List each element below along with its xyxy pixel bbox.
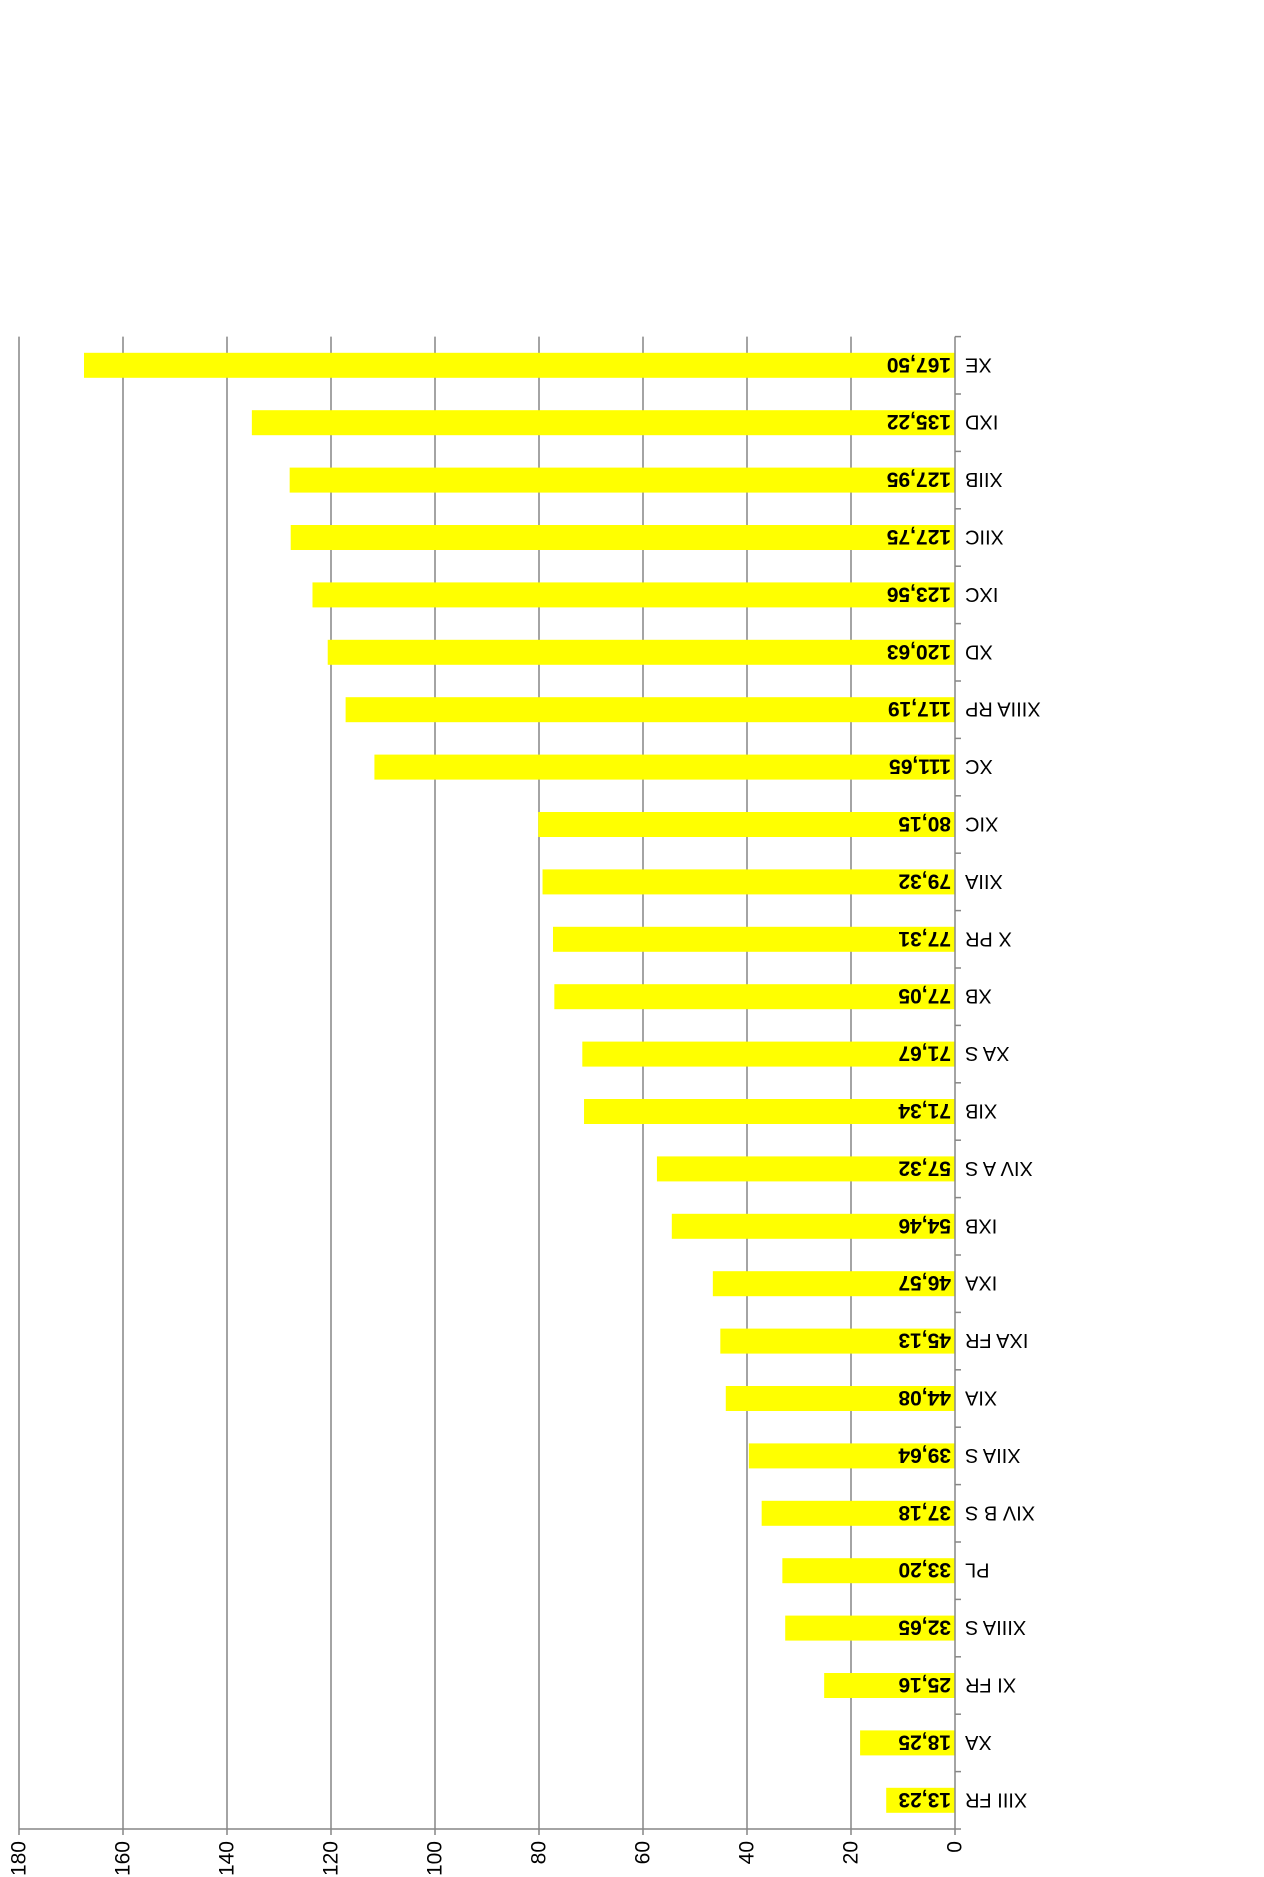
bar bbox=[582, 1041, 955, 1067]
category-label: XIC bbox=[965, 813, 998, 835]
data-label: 18,25 bbox=[898, 1730, 951, 1753]
data-label: 54,46 bbox=[898, 1214, 951, 1237]
data-label: 167,50 bbox=[887, 353, 951, 376]
data-label: 33,20 bbox=[898, 1558, 951, 1581]
bar bbox=[552, 926, 955, 952]
category-label: XIIB bbox=[965, 468, 1003, 490]
category-label: XB bbox=[965, 985, 992, 1007]
category-label: XIV B S bbox=[965, 1501, 1035, 1523]
category-label: XIIA bbox=[964, 870, 1002, 892]
category-label: IXD bbox=[965, 411, 998, 433]
bar bbox=[860, 1730, 955, 1756]
category-label: XIIC bbox=[965, 526, 1004, 548]
bar bbox=[251, 410, 955, 436]
category-label: IXC bbox=[965, 583, 998, 605]
x-tick-label: 100 bbox=[424, 1841, 447, 1876]
value-labels: 13,23 18,25 25,16 32,65 33,20 37,18 39,64 44,08… bbox=[886, 353, 951, 1811]
bar bbox=[84, 352, 955, 378]
data-label: 37,18 bbox=[898, 1501, 951, 1524]
data-label: 127,75 bbox=[886, 525, 951, 548]
gridlines bbox=[18, 336, 852, 1829]
category-label: XA bbox=[964, 1731, 991, 1753]
bar bbox=[554, 984, 955, 1010]
category-label: IXB bbox=[965, 1214, 997, 1236]
bar bbox=[538, 812, 955, 837]
category-label: X PR bbox=[965, 927, 1012, 949]
data-label: 32,65 bbox=[898, 1616, 951, 1639]
bar bbox=[824, 1673, 955, 1698]
x-tick-label: 0 bbox=[944, 1841, 967, 1853]
bar bbox=[671, 1213, 955, 1239]
bar bbox=[584, 1099, 955, 1124]
x-tick-label: 180 bbox=[8, 1841, 31, 1876]
x-tick-label: 160 bbox=[112, 1841, 135, 1876]
category-label: XIIIA S bbox=[965, 1616, 1026, 1638]
data-label: 123,56 bbox=[887, 582, 951, 605]
bar bbox=[542, 869, 955, 895]
category-label: IXA FR bbox=[965, 1329, 1028, 1351]
category-label: XA S bbox=[965, 1042, 1009, 1064]
x-tick-label: 140 bbox=[216, 1841, 239, 1876]
bar bbox=[720, 1328, 955, 1354]
data-label: 127,95 bbox=[886, 468, 951, 491]
data-label: 80,15 bbox=[898, 812, 951, 835]
category-label: XIIA S bbox=[965, 1444, 1021, 1466]
data-label: 117,19 bbox=[888, 697, 951, 720]
category-label: IXA bbox=[964, 1272, 997, 1294]
data-label: 44,08 bbox=[898, 1386, 951, 1409]
data-label: 39,64 bbox=[898, 1443, 951, 1466]
bar bbox=[656, 1156, 955, 1182]
bar bbox=[725, 1386, 955, 1411]
category-label: PL bbox=[965, 1559, 989, 1581]
data-label: 57,32 bbox=[898, 1156, 951, 1179]
axes bbox=[18, 335, 961, 1835]
x-tick-label: 60 bbox=[632, 1841, 655, 1864]
data-label: 71,34 bbox=[898, 1099, 951, 1122]
data-label: 25,16 bbox=[898, 1673, 951, 1696]
data-label: 13,23 bbox=[898, 1788, 951, 1811]
bar bbox=[748, 1443, 955, 1469]
tick-labels: 0 20 40 60 80 100 120 140 160 180 bbox=[8, 1841, 967, 1876]
category-label: XC bbox=[965, 755, 993, 777]
x-tick-label: 120 bbox=[320, 1841, 343, 1876]
x-tick-label: 80 bbox=[528, 1841, 551, 1864]
bar bbox=[327, 639, 955, 665]
data-label: 46,57 bbox=[898, 1271, 951, 1294]
data-label: 135,22 bbox=[887, 410, 951, 433]
bar bbox=[289, 467, 955, 493]
data-label: 120,63 bbox=[887, 640, 951, 663]
data-label: 77,31 bbox=[898, 927, 951, 950]
data-label: 45,13 bbox=[898, 1329, 951, 1352]
x-tick-label: 20 bbox=[840, 1841, 863, 1864]
x-tick-label: 40 bbox=[736, 1841, 759, 1864]
bar bbox=[290, 525, 955, 550]
category-label: XIII FR bbox=[965, 1788, 1027, 1810]
bar bbox=[886, 1787, 955, 1813]
data-label: 79,32 bbox=[898, 869, 951, 892]
bar bbox=[374, 754, 955, 780]
category-label: XE bbox=[965, 353, 992, 375]
bars bbox=[84, 352, 955, 1813]
bar bbox=[785, 1615, 955, 1641]
bar bbox=[312, 582, 955, 608]
bar bbox=[782, 1558, 955, 1584]
bar bbox=[761, 1500, 955, 1526]
bar bbox=[345, 697, 955, 723]
data-label: 77,05 bbox=[898, 984, 951, 1007]
category-label: XIA bbox=[964, 1387, 997, 1409]
category-label: XD bbox=[965, 640, 993, 662]
category-label: XIV A S bbox=[965, 1157, 1033, 1179]
category-labels: XIII FR XA XI FR XIIIA S PL XIV B S XIIA S XIA I… bbox=[964, 353, 1040, 1810]
bar bbox=[712, 1271, 955, 1297]
category-label: XI FR bbox=[965, 1674, 1016, 1696]
category-label: XIB bbox=[965, 1100, 997, 1122]
chart-rotated-group: 13,23 18,25 25,16 32,65 33,20 37,18 39,64 44,08… bbox=[8, 335, 1041, 1876]
category-label: XIIIA RP bbox=[965, 698, 1041, 720]
data-label: 111,65 bbox=[889, 755, 951, 778]
data-label: 71,67 bbox=[898, 1042, 951, 1065]
